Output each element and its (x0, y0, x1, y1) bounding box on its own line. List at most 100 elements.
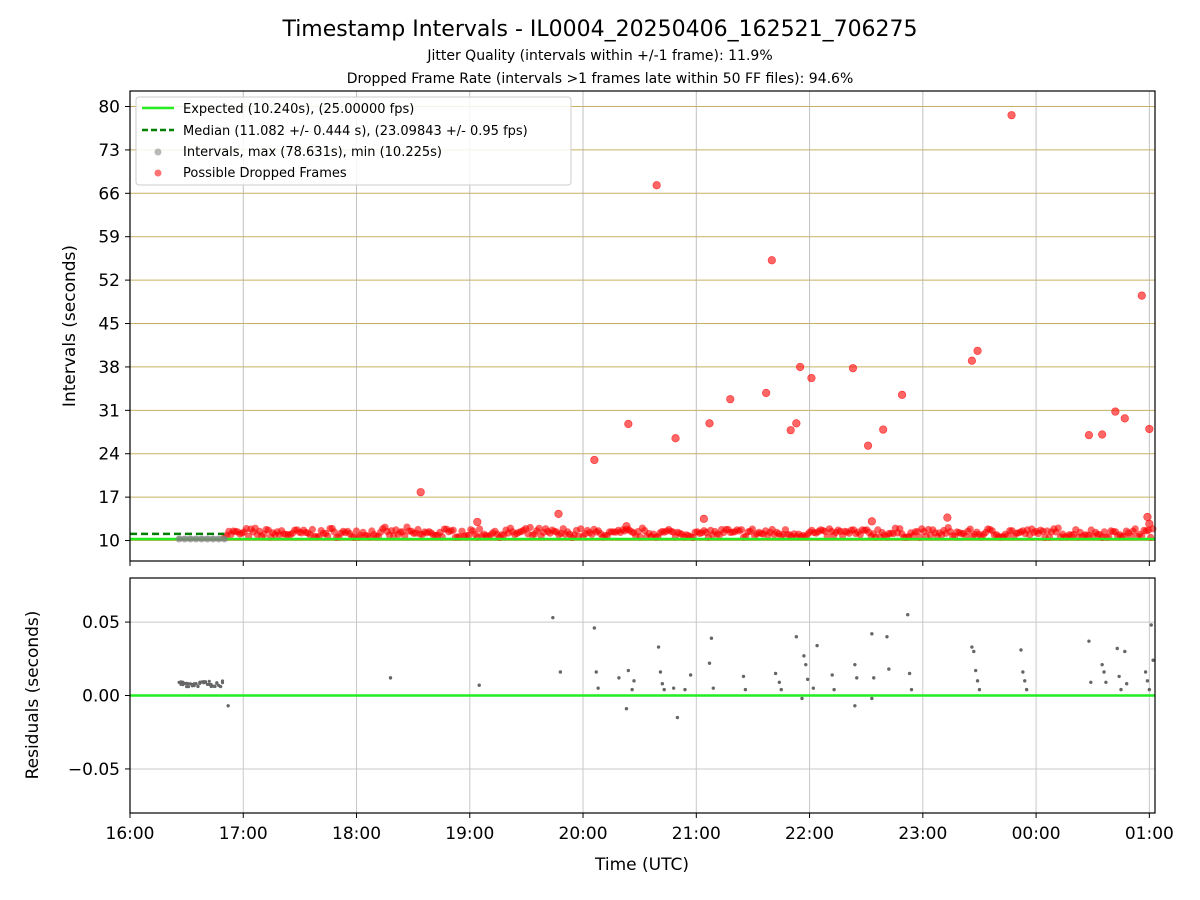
chart-title: Timestamp Intervals - IL0004_20250406_16… (281, 17, 917, 42)
residual-point (743, 687, 748, 692)
residual-point (1143, 670, 1148, 674)
reference-lines (130, 532, 1155, 541)
residuals-y-ticks: −0.05 0.00 0.05 (68, 613, 130, 780)
residual-point (1147, 687, 1152, 692)
residual-point (811, 686, 816, 690)
intervals-y-ticks: 10 17 24 31 38 45 52 59 66 73 80 (98, 98, 130, 552)
residual-point (592, 626, 597, 630)
residual-cluster-point (186, 685, 191, 689)
normal-interval-point (181, 535, 189, 543)
residual-point (773, 671, 778, 676)
intervals-y-tick-label: 10 (98, 532, 120, 552)
residual-cluster-point (196, 684, 200, 689)
dropped-frame-point (943, 513, 952, 522)
residuals-y-tick-label: 0.00 (82, 687, 120, 707)
intervals-y-tick-label: 31 (98, 401, 120, 421)
dropped-frame-point (1145, 424, 1154, 434)
dropped-frame-point (1120, 414, 1129, 423)
dropped-frame-point (554, 509, 563, 518)
residual-point (805, 677, 810, 682)
intervals-y-tick-label: 24 (98, 445, 120, 465)
residual-point (1151, 658, 1155, 662)
residual-cluster-point (213, 684, 217, 689)
residuals-y-label: Residuals (seconds) (23, 611, 43, 780)
residual-point (973, 668, 978, 673)
x-tick-label: 17:00 (219, 824, 268, 844)
legend-label-dropped: Possible Dropped Frames (183, 166, 347, 181)
dropped-frame-point (786, 426, 795, 435)
residual-point (226, 704, 230, 708)
dropped-frame-point (726, 395, 735, 404)
residual-point (1021, 670, 1025, 674)
x-tick-label: 23:00 (898, 824, 947, 844)
residual-point (832, 687, 836, 692)
intervals-y-tick-label: 80 (98, 98, 120, 118)
dropped-frame-point (796, 362, 805, 372)
normal-interval-point (186, 535, 194, 543)
x-tick-label: 01:00 (1125, 824, 1174, 844)
residual-point (804, 662, 808, 667)
residual-point (907, 671, 912, 676)
dropped-frame-point (473, 517, 482, 527)
dense-dropped-point (308, 525, 316, 534)
intervals-y-tick-label: 59 (98, 228, 120, 248)
residual-point (1023, 679, 1027, 683)
residual-point (815, 643, 819, 648)
residual-point (1149, 623, 1153, 627)
residual-point (855, 676, 859, 680)
x-tick-label: 20:00 (559, 824, 608, 844)
legend-label-expected: Expected (10.240s), (25.00000 fps) (183, 102, 414, 117)
residual-point (975, 679, 980, 683)
chart-subtitle-jitter: Jitter Quality (intervals within +/-1 fr… (426, 48, 772, 64)
dropped-frame-point (1098, 430, 1107, 439)
residual-point (1145, 679, 1150, 683)
residual-point (1115, 646, 1119, 651)
residual-point (872, 676, 876, 680)
residual-point (675, 715, 680, 720)
residual-cluster-point (207, 679, 211, 683)
residual-point (853, 704, 857, 708)
x-tick-label: 21:00 (672, 824, 721, 844)
dense-dropped-point (748, 525, 757, 533)
intervals-y-tick-label: 66 (98, 184, 120, 204)
x-tick-label: 18:00 (332, 824, 381, 844)
dense-dropped-point (465, 531, 473, 540)
intervals-y-tick-label: 38 (98, 358, 120, 378)
residual-point (656, 645, 661, 649)
residual-point (972, 649, 976, 654)
x-axis-label: Time (UTC) (594, 855, 689, 875)
residual-cluster-point (215, 681, 219, 685)
residual-point (671, 686, 676, 690)
residual-point (707, 661, 712, 665)
residual-point (477, 683, 481, 687)
normal-interval-point (175, 535, 183, 543)
legend-box (135, 96, 572, 186)
dropped-frame-point (897, 390, 907, 399)
residual-point (709, 636, 714, 640)
residual-point (1123, 649, 1127, 654)
dense-dropped-point (577, 525, 585, 533)
dropped-frame-point (973, 346, 982, 355)
normal-interval-point (203, 535, 211, 543)
residual-cluster-point (220, 679, 225, 683)
dropped-frame-point (1145, 519, 1154, 528)
legend-label-median: Median (11.082 +/- 0.444 s), (23.09843 +… (183, 124, 528, 139)
legend-swatch-intervals (154, 148, 162, 156)
residual-point (660, 682, 665, 686)
residual-point (1089, 680, 1093, 684)
dropped-frame-point (1137, 291, 1146, 300)
chart-subtitle-dropped: Dropped Frame Rate (intervals >1 frames … (347, 71, 854, 87)
dense-dropped-point (476, 525, 484, 533)
dropped-frame-point (671, 434, 680, 443)
residual-point (632, 679, 636, 683)
dense-dropped-point (737, 526, 746, 534)
dense-dropped-point (449, 526, 457, 534)
residual-point (1117, 674, 1121, 679)
dense-dropped-point (1054, 524, 1062, 532)
residual-points (177, 613, 1155, 720)
dropped-frame-point (863, 441, 873, 450)
residuals-plot: −0.05 0.00 0.05 16:00 17:00 18:00 19:00 20:00 2… (23, 577, 1174, 875)
dense-dropped-point (526, 523, 534, 532)
residual-point (870, 632, 874, 636)
